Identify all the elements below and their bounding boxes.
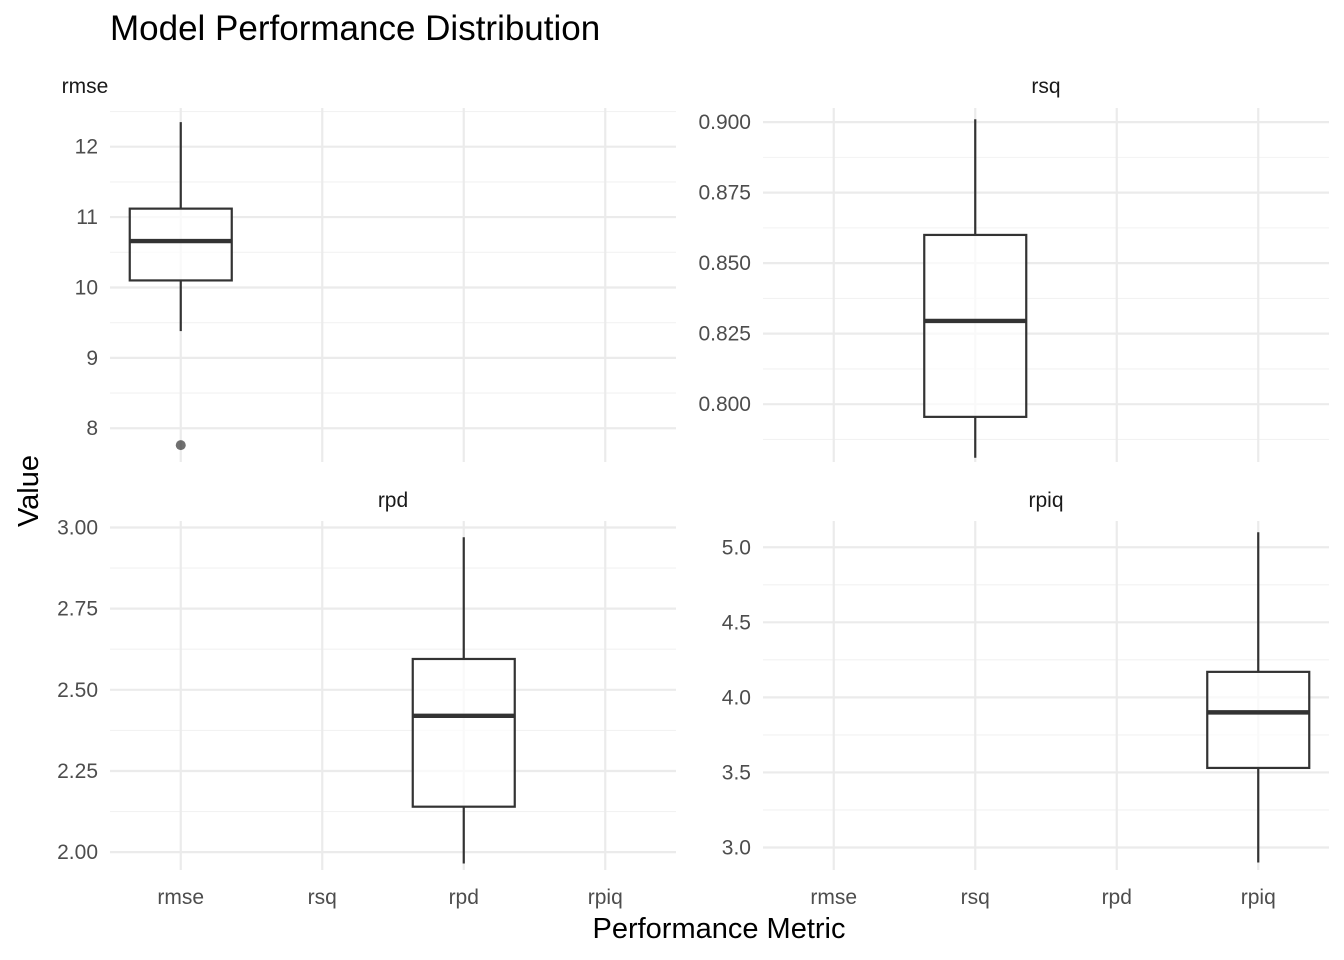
x-tick-label: rpiq [1241,886,1276,909]
y-tick-label: 12 [75,136,98,159]
x-tick-label: rpiq [588,886,623,909]
y-tick-label: 4.5 [722,611,751,634]
y-tick-label: 3.00 [57,516,98,539]
x-tick-label: rsq [308,886,337,909]
x-tick-label: rsq [961,886,990,909]
y-tick-label: 4.0 [722,686,751,709]
y-tick-label: 2.75 [57,598,98,621]
facet-strip-label: rmse [62,75,109,98]
facet-panel-rsq: rsq 0.800 0.825 0.850 0.875 0.900 [698,75,1329,462]
x-tick-label: rpd [1102,886,1132,909]
box-iqr [128,207,233,282]
facet-strip-label: rpd [378,489,408,512]
box-iqr [923,233,1028,418]
y-tick-label: 0.825 [698,323,751,346]
y-tick-label: 11 [76,206,98,229]
x-axis-ticks: rmse rsq rpd rpiq rmse rsq rpd rpiq [157,886,1275,909]
y-tick-label: 2.25 [57,760,98,783]
facet-strip-label: rpiq [1028,489,1063,512]
box-iqr [1206,670,1311,770]
y-tick-label: 2.50 [57,679,98,702]
x-axis-title: Performance Metric [592,913,845,945]
y-tick-label: 3.0 [722,836,751,859]
facet-panel-rpiq: rpiq 3.0 3.5 4.0 4.5 5.0 [722,489,1329,870]
facet-strip-label: rsq [1031,75,1060,98]
y-tick-label: 10 [75,276,98,299]
x-tick-label: rpd [449,886,479,909]
y-tick-label: 0.875 [698,182,751,205]
outlier-point [175,440,186,451]
y-tick-label: 0.850 [698,252,751,275]
y-tick-label: 0.800 [698,393,751,416]
y-tick-label: 3.5 [722,761,751,784]
facet-panels: rmse 8 9 10 11 12 rsq 0.800 0.825 0.850 0.875 0.900… [57,75,1329,870]
facet-panel-rpd: rpd 2.00 2.25 2.50 2.75 3.00 [57,489,676,870]
y-tick-label: 5.0 [722,536,751,559]
y-axis-title: Value [13,455,45,527]
y-tick-label: 8 [86,417,98,440]
y-tick-label: 2.00 [57,841,98,864]
y-tick-label: 9 [86,347,98,370]
box-iqr [411,657,516,808]
chart-title: Model Performance Distribution [110,9,600,48]
y-tick-label: 0.900 [698,111,751,134]
facet-panel-rmse: rmse 8 9 10 11 12 [62,75,676,462]
x-tick-label: rmse [810,886,857,909]
x-tick-label: rmse [157,886,204,909]
